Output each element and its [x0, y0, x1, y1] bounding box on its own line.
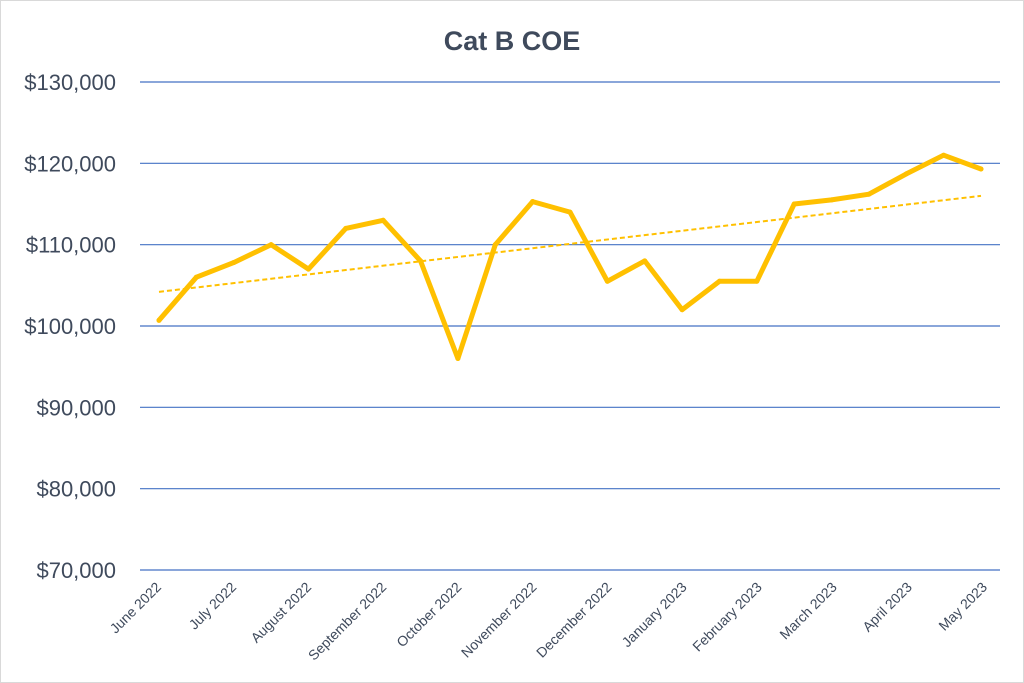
data-point: [231, 260, 237, 266]
y-tick-label: $130,000: [24, 70, 116, 95]
x-tick-label: June 2022: [107, 579, 165, 637]
data-point: [343, 225, 349, 231]
data-point: [492, 242, 498, 248]
x-tick-label: February 2023: [689, 579, 765, 655]
chart-title: Cat B COE: [443, 26, 581, 56]
gridlines: [140, 81, 1000, 571]
x-tick-label: July 2022: [186, 579, 240, 633]
trendline: [158, 194, 982, 293]
data-point: [866, 191, 872, 197]
y-tick-label: $100,000: [24, 314, 116, 339]
data-point: [530, 199, 536, 205]
data-point: [268, 242, 274, 248]
x-tick-label: September 2022: [305, 579, 390, 664]
x-tick-label: March 2023: [776, 579, 840, 643]
x-tick-label: August 2022: [247, 579, 314, 646]
x-tick-label: May 2023: [935, 579, 990, 634]
data-point: [679, 307, 685, 313]
x-tick-label: April 2023: [859, 579, 915, 635]
y-tick-label: $110,000: [26, 233, 116, 258]
data-point: [305, 266, 311, 272]
y-tick-label: $90,000: [36, 395, 116, 420]
data-point: [903, 171, 909, 177]
data-point: [193, 274, 199, 280]
x-tick-label: October 2022: [393, 579, 464, 650]
data-point: [380, 217, 386, 223]
data-point: [978, 166, 984, 172]
y-tick-label: $70,000: [36, 558, 116, 583]
data-point: [567, 209, 573, 215]
y-tick-label: $120,000: [24, 151, 116, 176]
x-tick-label: November 2022: [458, 579, 540, 661]
x-tick-label: December 2022: [533, 579, 615, 661]
x-tick-label: January 2023: [618, 579, 689, 650]
trendline-group: [158, 194, 982, 293]
y-tick-label: $80,000: [36, 477, 116, 502]
data-point: [754, 278, 760, 284]
data-point: [791, 201, 797, 207]
data-point: [418, 258, 424, 264]
data-point: [829, 197, 835, 203]
series-line: [156, 152, 984, 361]
y-axis-ticks: $130,000 $120,000 $110,000 $100,000 $90,000 $…: [24, 70, 116, 583]
data-point: [716, 278, 722, 284]
data-point: [156, 317, 162, 323]
data-point: [604, 278, 610, 284]
data-point: [455, 356, 461, 362]
series-group: [156, 152, 984, 362]
data-point: [642, 258, 648, 264]
data-point: [941, 152, 947, 158]
